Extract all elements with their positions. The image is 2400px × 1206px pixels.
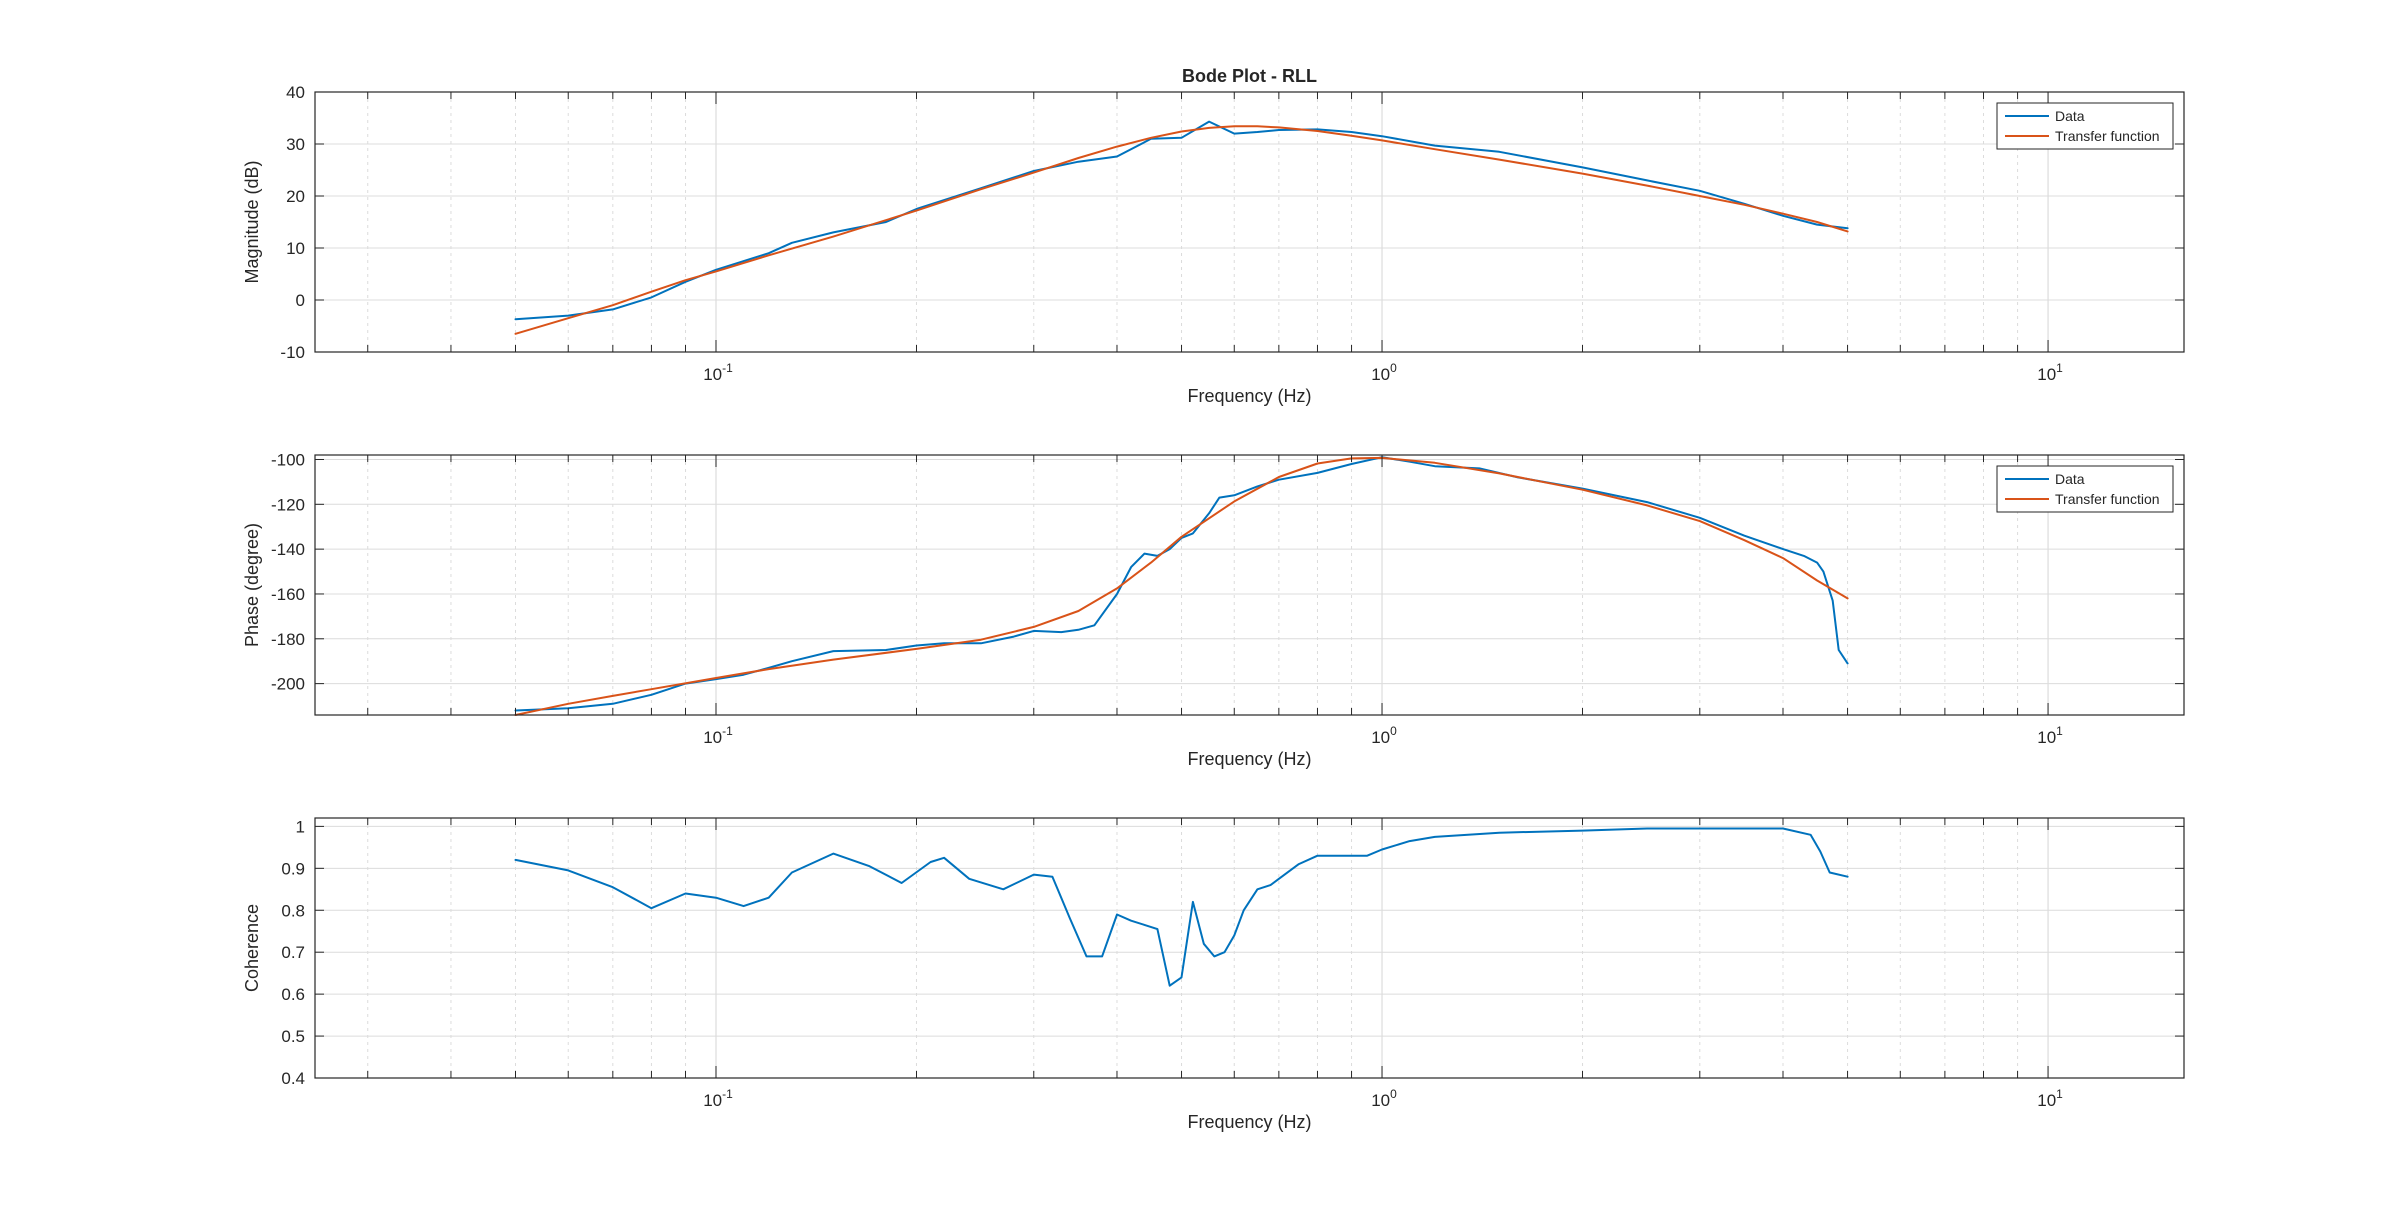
phase-legend-box [1996,465,2174,513]
magnitude-legend: Data Transfer function [1996,102,2174,150]
magnitude-y-tick-label: 10 [286,239,305,258]
phase-y-tick-label: -180 [271,630,305,649]
phase-y-tick-label: -160 [271,585,305,604]
coherence-y-tick-label: 0.5 [281,1027,305,1046]
phase-y-tick-label: -140 [271,540,305,559]
magnitude-legend-label-data: Data [2055,108,2085,124]
coherence-y-tick-label: 0.7 [281,943,305,962]
phase-y-axis-label: Phase (degree) [242,523,262,647]
coherence-y-tick-label: 0.4 [281,1069,305,1088]
chart-title: Bode Plot - RLL [1182,66,1317,86]
magnitude-y-tick-label: 20 [286,187,305,206]
phase-y-tick-label: -100 [271,450,305,469]
magnitude-axes-frame [314,91,2185,353]
magnitude-y-axis-label: Magnitude (dB) [242,160,262,283]
magnitude-y-tick-label: 30 [286,135,305,154]
magnitude-x-axis-label: Frequency (Hz) [1187,386,1311,406]
phase-y-tick-label: -200 [271,675,305,694]
coherence-axes-frame [314,817,2185,1079]
phase-series-transfer-function-line [514,456,1849,716]
magnitude-y-tick-label: -10 [280,343,305,362]
magnitude-series-data-line [514,120,1849,321]
magnitude-legend-label-transfer-function: Transfer function [2055,128,2160,144]
coherence-y-tick-label: 0.6 [281,985,305,1004]
coherence-grid [315,818,2184,1079]
coherence-series-data-line [514,827,1849,987]
phase-legend-label-transfer-function: Transfer function [2055,491,2160,507]
coherence-y-tick-label: 1 [296,817,305,836]
phase-legend-label-data: Data [2055,471,2085,487]
magnitude-series-transfer-function-line [514,125,1849,335]
phase-y-tick-label: -120 [271,495,305,514]
phase-legend: Data Transfer function [1996,465,2174,513]
phase-axes-frame [314,454,2185,716]
coherence-lines [514,827,1849,987]
magnitude-y-tick-label: 40 [286,83,305,102]
coherence-y-tick-label: 0.9 [281,859,305,878]
magnitude-lines [514,120,1849,335]
phase-x-axis-label: Frequency (Hz) [1187,749,1311,769]
coherence-y-tick-label: 0.8 [281,901,305,920]
phase-lines [514,456,1849,716]
coherence-y-axis-label: Coherence [242,904,262,992]
magnitude-legend-box [1996,102,2174,150]
coherence-x-axis-label: Frequency (Hz) [1187,1112,1311,1132]
magnitude-y-tick-label: 0 [296,291,305,310]
